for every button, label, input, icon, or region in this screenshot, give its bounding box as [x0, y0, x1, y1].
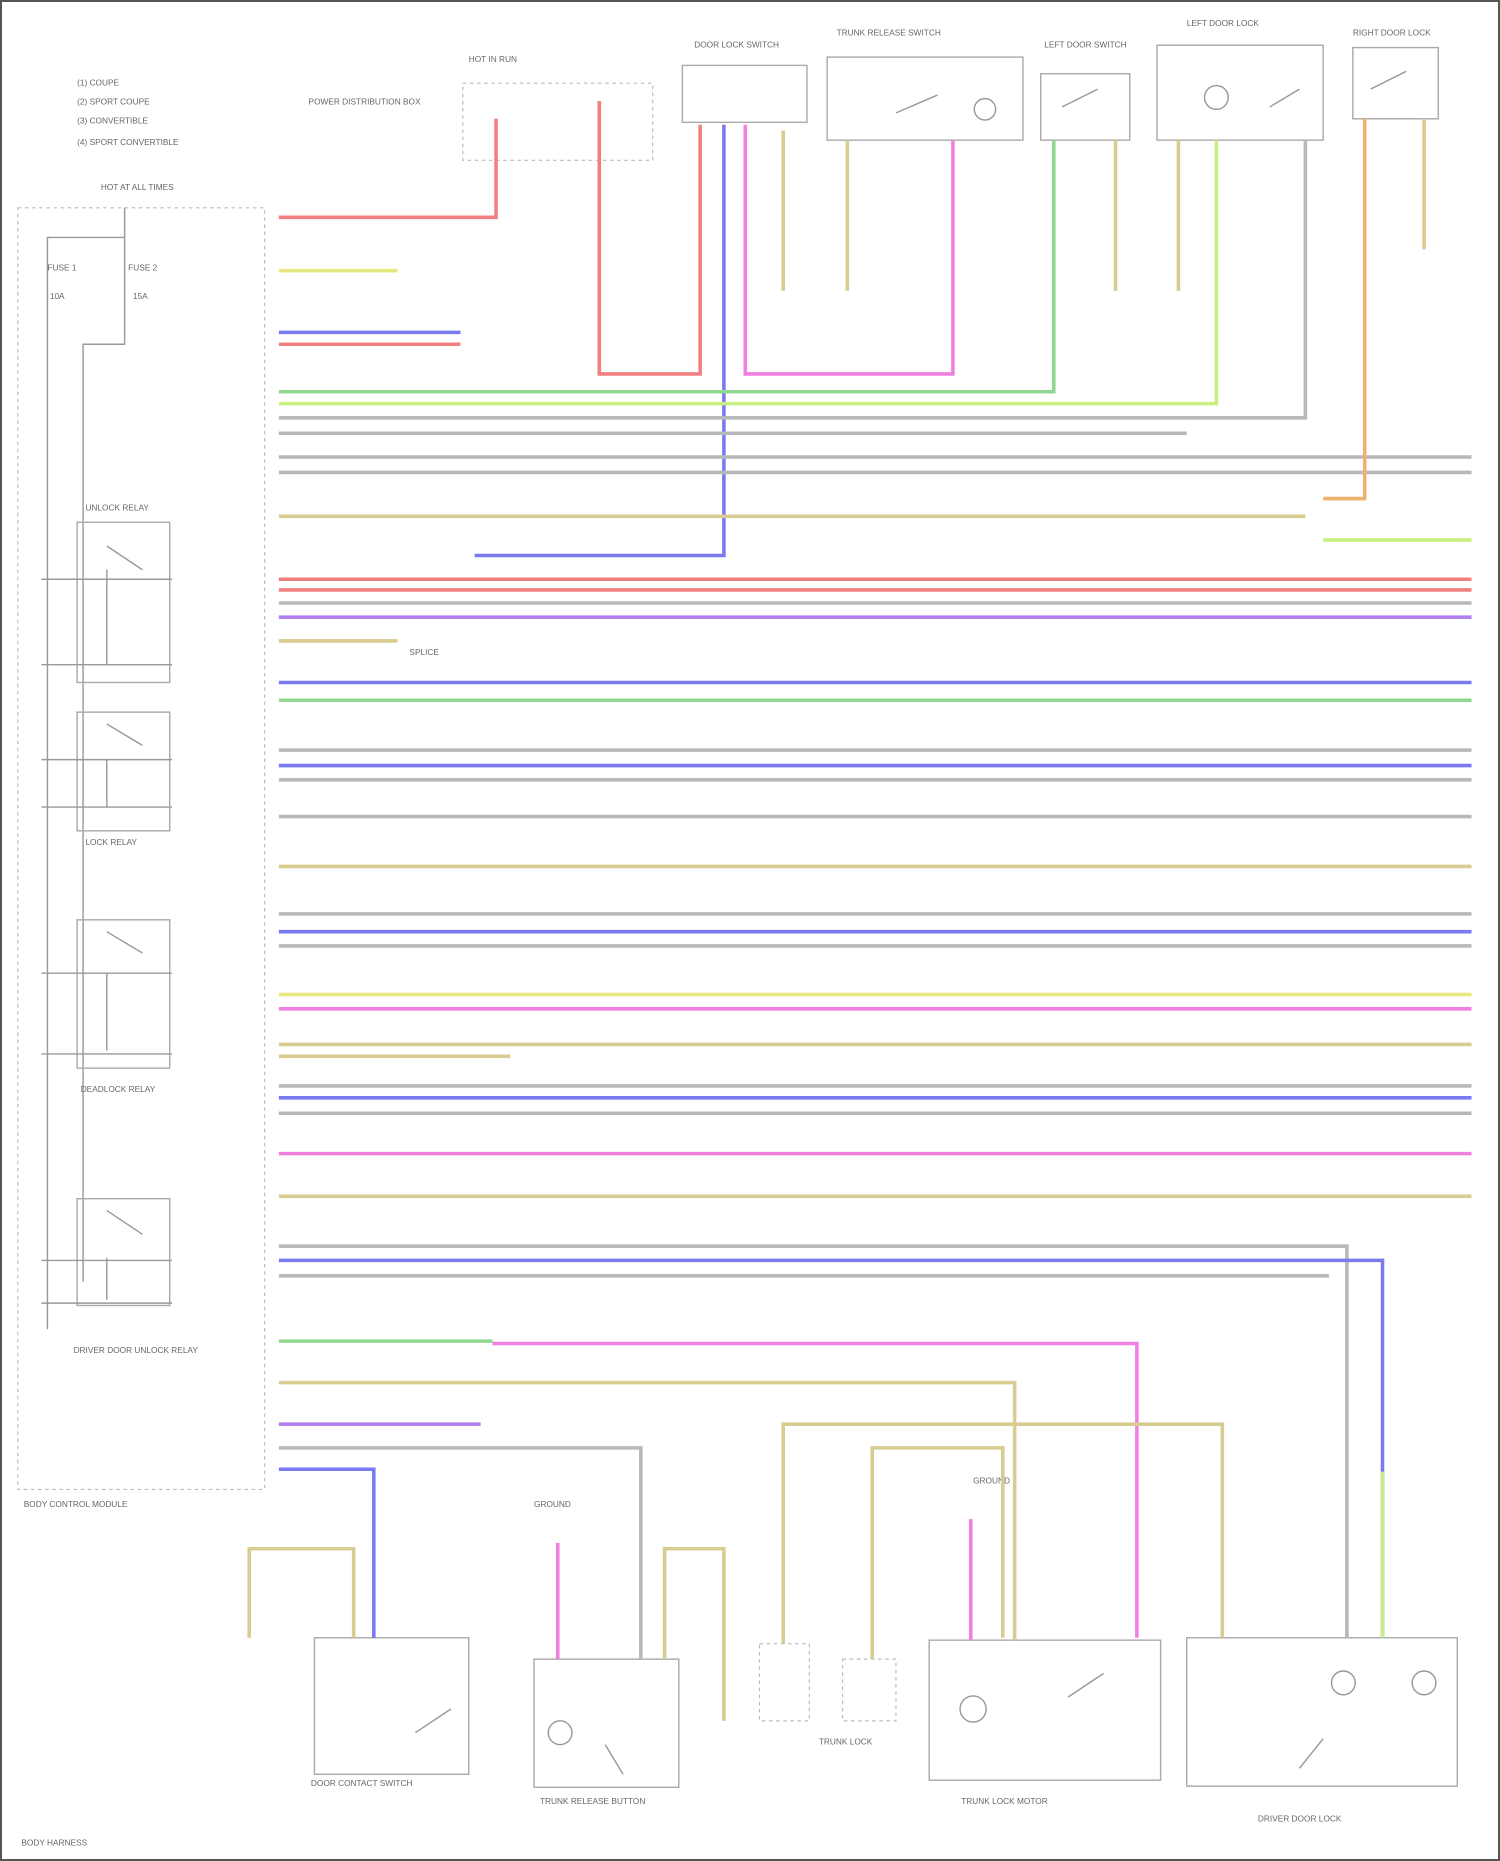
wire-tan: [247, 1546, 356, 1638]
legend: (1) COUPE (2) SPORT COUPE (3) CONVERTIBL…: [77, 78, 179, 147]
svg-text:RIGHT DOOR LOCK: RIGHT DOOR LOCK: [1353, 28, 1431, 38]
trunk-lock: TRUNK LOCK: [758, 1643, 897, 1747]
ground-label: GROUND: [534, 1499, 571, 1509]
fuse-2-rating: 15A: [133, 291, 148, 301]
driver-door-lock: DRIVER DOOR LOCK: [1185, 1637, 1458, 1824]
svg-text:DOOR CONTACT SWITCH: DOOR CONTACT SWITCH: [311, 1778, 413, 1788]
top-switch-4: LEFT DOOR LOCK: [1156, 18, 1324, 141]
legend-item: (1) COUPE: [77, 78, 119, 88]
wire-tan: [870, 1446, 1005, 1660]
module-label: BODY CONTROL MODULE: [24, 1499, 128, 1509]
svg-text:TRUNK LOCK MOTOR: TRUNK LOCK MOTOR: [961, 1796, 1048, 1806]
hot-at-all-times-label: HOT AT ALL TIMES: [101, 182, 174, 192]
top-switch-3: LEFT DOOR SWITCH: [1040, 40, 1131, 141]
svg-text:LEFT DOOR SWITCH: LEFT DOOR SWITCH: [1044, 40, 1126, 50]
svg-text:DEADLOCK RELAY: DEADLOCK RELAY: [81, 1084, 156, 1094]
wire-blue: [474, 124, 726, 558]
wire-tan: [278, 1380, 1017, 1641]
relay-driver-unlock: DRIVER DOOR UNLOCK RELAY: [41, 1197, 199, 1355]
wire-red: [597, 100, 702, 376]
trunk-lock-motor: TRUNK LOCK MOTOR: [928, 1639, 1162, 1806]
wire-tan: [662, 1546, 726, 1721]
body-control-module: [17, 207, 266, 1491]
splice-label: SPLICE: [409, 647, 439, 657]
wire-gray: [278, 140, 1308, 420]
fuse-1-rating: 10A: [50, 291, 65, 301]
svg-text:DRIVER DOOR LOCK: DRIVER DOOR LOCK: [1258, 1814, 1342, 1824]
wire-pink: [743, 124, 955, 376]
footer-label: BODY HARNESS: [21, 1837, 87, 1847]
relay-unlock: UNLOCK RELAY: [41, 502, 173, 684]
wire-pink: [492, 1341, 1139, 1638]
wire-gray: [278, 1446, 643, 1660]
legend-item: (4) SPORT CONVERTIBLE: [77, 137, 179, 147]
fuse-2-label: FUSE 2: [128, 263, 157, 273]
trunk-release-button: TRUNK RELEASE BUTTON: [533, 1658, 680, 1806]
svg-text:UNLOCK RELAY: UNLOCK RELAY: [85, 502, 149, 512]
wire-green: [278, 140, 1056, 394]
relay-lock: LOCK RELAY: [41, 711, 173, 847]
top-switch-1: DOOR LOCK SWITCH: [681, 40, 808, 124]
fuse-1-label: FUSE 1: [47, 263, 76, 273]
wire-ltgreen: [278, 140, 1219, 406]
power-feed: [46, 207, 126, 1330]
wire-tan: [781, 1422, 1225, 1644]
svg-text:POWER DISTRIBUTION BOX: POWER DISTRIBUTION BOX: [309, 97, 421, 107]
svg-text:LEFT DOOR LOCK: LEFT DOOR LOCK: [1187, 18, 1260, 28]
svg-text:LOCK RELAY: LOCK RELAY: [85, 837, 137, 847]
wire-orange: [1323, 118, 1367, 501]
top-switch-2: TRUNK RELEASE SWITCH: [826, 28, 1024, 141]
svg-text:TRUNK RELEASE SWITCH: TRUNK RELEASE SWITCH: [837, 28, 941, 38]
svg-text:DOOR LOCK SWITCH: DOOR LOCK SWITCH: [694, 40, 779, 50]
relay-deadlock: DEADLOCK RELAY: [41, 919, 173, 1094]
power-distribution-box: HOT IN RUN POWER DISTRIBUTION BOX: [309, 54, 654, 161]
wire-gray: [278, 1244, 1349, 1638]
ground-label: GROUND: [973, 1476, 1010, 1486]
svg-text:TRUNK LOCK: TRUNK LOCK: [819, 1737, 873, 1747]
wire-red: [278, 118, 498, 220]
legend-item: (3) CONVERTIBLE: [77, 116, 148, 126]
svg-text:DRIVER DOOR UNLOCK RELAY: DRIVER DOOR UNLOCK RELAY: [74, 1345, 199, 1355]
legend-item: (2) SPORT COUPE: [77, 97, 150, 107]
svg-text:TRUNK RELEASE BUTTON: TRUNK RELEASE BUTTON: [540, 1796, 645, 1806]
door-contact-switch: DOOR CONTACT SWITCH: [311, 1637, 470, 1788]
wire-blue: [278, 1467, 376, 1638]
svg-text:HOT IN RUN: HOT IN RUN: [469, 54, 517, 64]
top-switch-5: RIGHT DOOR LOCK: [1352, 28, 1440, 120]
